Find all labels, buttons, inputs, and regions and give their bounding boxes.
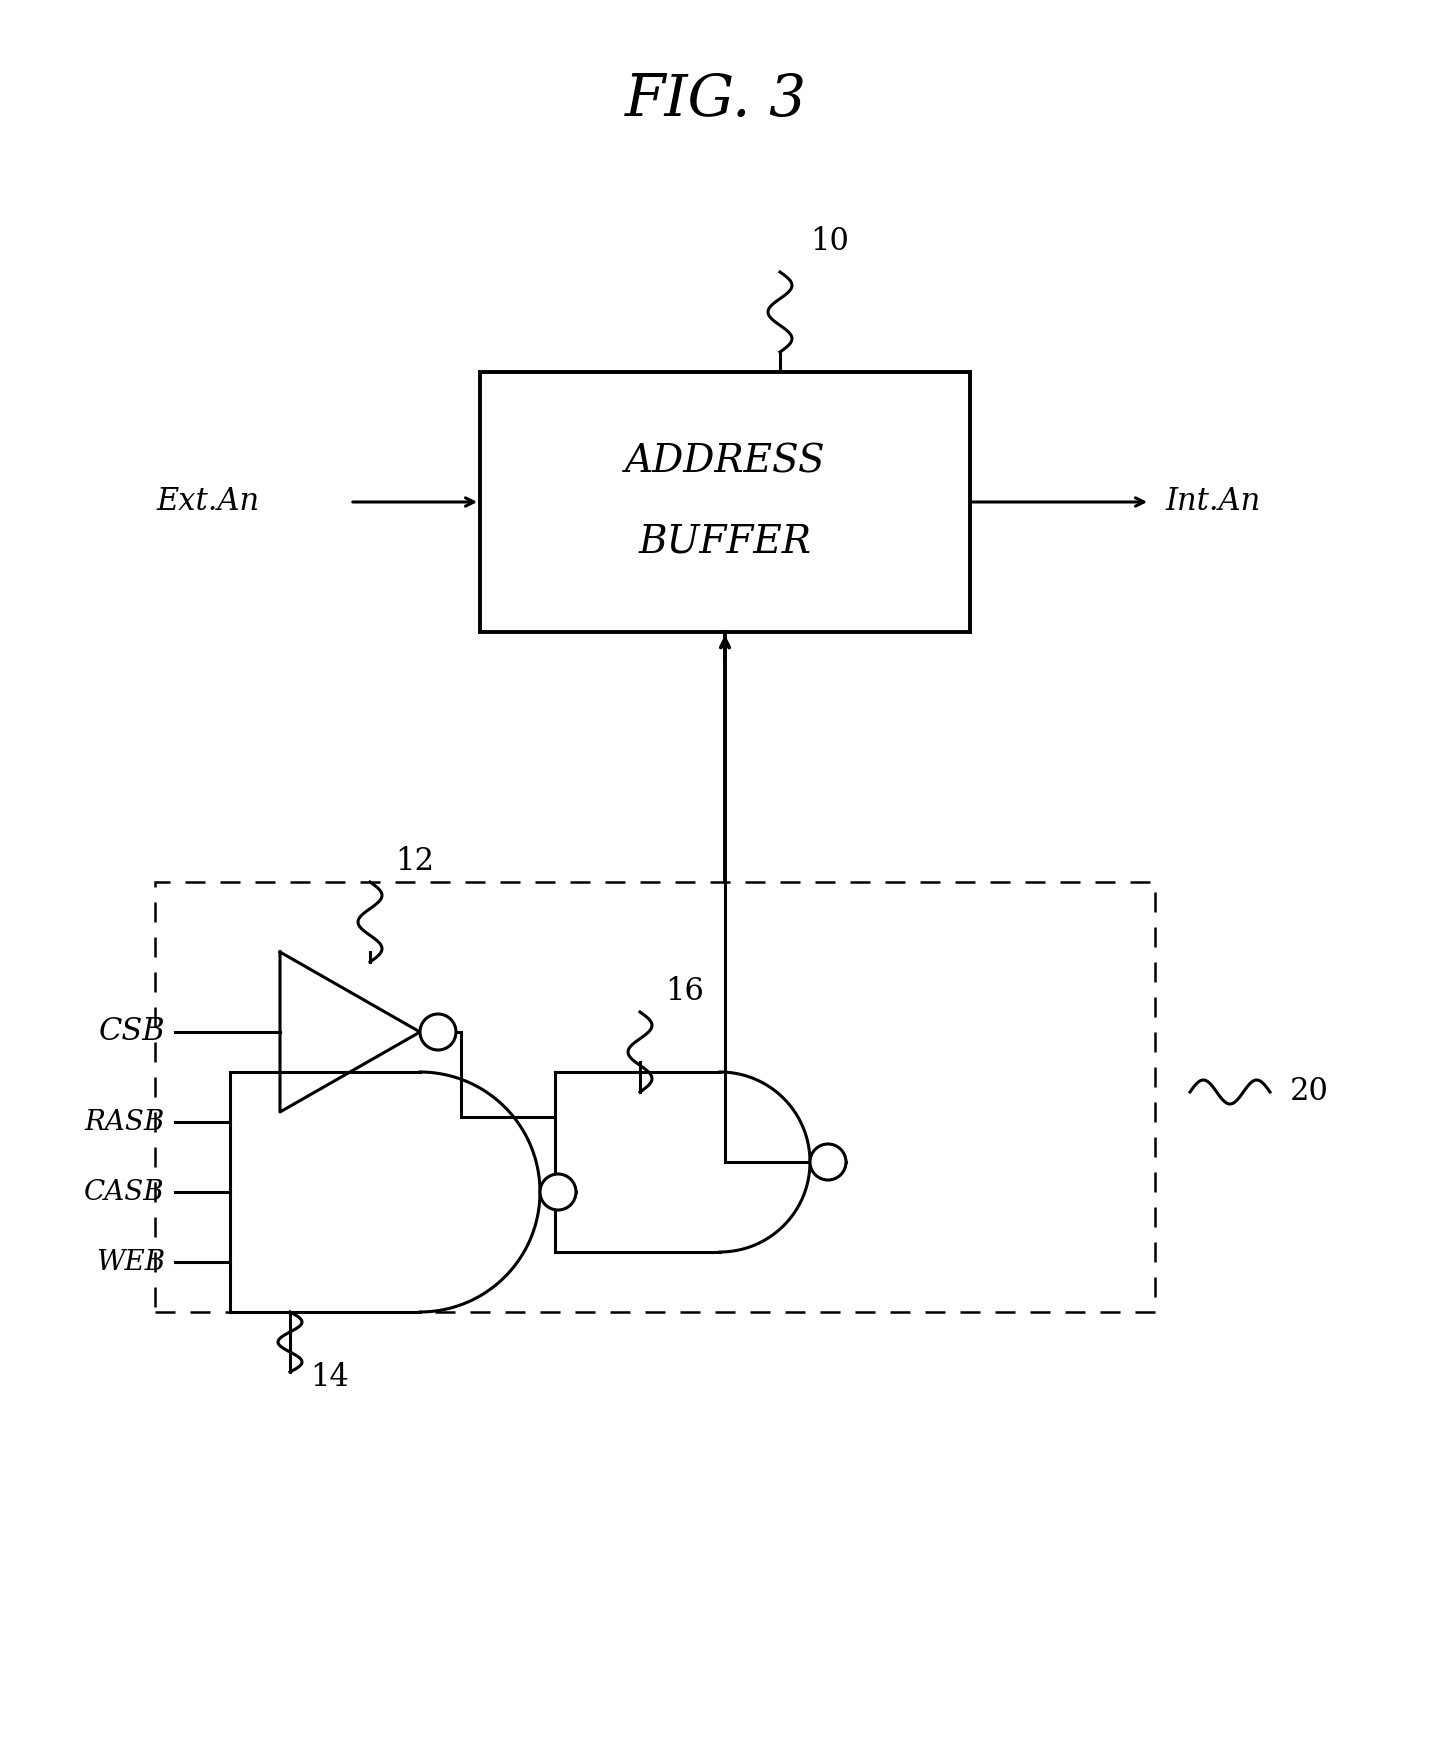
Text: Ext.An: Ext.An xyxy=(158,487,261,517)
Text: 12: 12 xyxy=(395,846,434,878)
Text: WEB: WEB xyxy=(96,1249,165,1275)
Text: FIG. 3: FIG. 3 xyxy=(624,72,808,128)
Bar xyxy=(155,881,1156,1312)
Bar xyxy=(480,371,969,632)
Text: CSB: CSB xyxy=(99,1016,165,1048)
Text: ADDRESS: ADDRESS xyxy=(624,443,825,480)
Text: 20: 20 xyxy=(1290,1076,1329,1107)
Circle shape xyxy=(540,1174,576,1211)
Text: CASB: CASB xyxy=(84,1179,165,1205)
Text: BUFFER: BUFFER xyxy=(639,524,812,561)
Text: Int.An: Int.An xyxy=(1166,487,1260,517)
Text: 10: 10 xyxy=(811,226,849,258)
Circle shape xyxy=(420,1014,455,1049)
Text: RASB: RASB xyxy=(84,1109,165,1135)
Text: 16: 16 xyxy=(664,976,705,1007)
Text: 14: 14 xyxy=(309,1361,349,1393)
Circle shape xyxy=(811,1144,846,1181)
